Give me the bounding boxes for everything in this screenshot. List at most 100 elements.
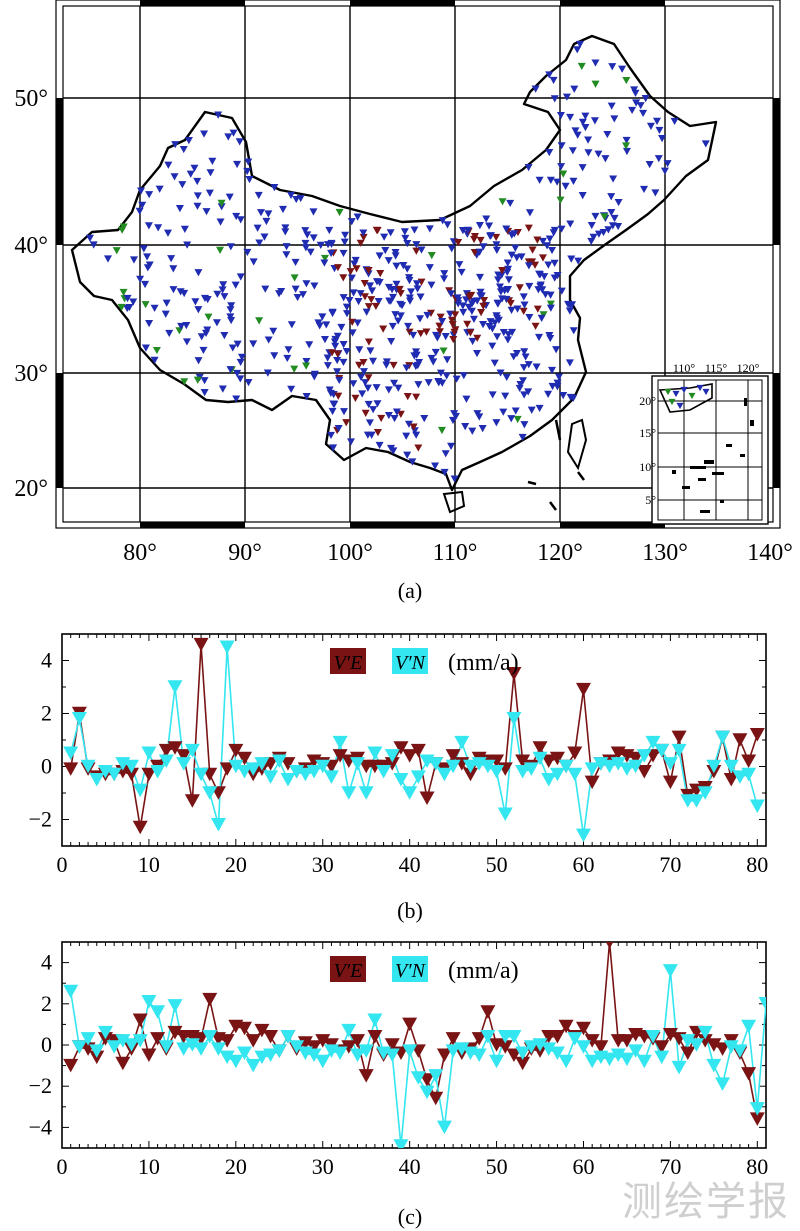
station-marker (412, 348, 421, 356)
station-marker (345, 297, 354, 305)
series-east-point (471, 1032, 487, 1046)
series-north-point (749, 1102, 765, 1116)
station-marker (237, 353, 246, 361)
station-marker (493, 300, 502, 308)
station-marker (358, 390, 367, 398)
station-marker (329, 444, 338, 452)
series-north-point (558, 759, 574, 774)
lon-tick-label: 120° (537, 540, 583, 566)
station-marker (217, 199, 226, 207)
series-north-point (184, 743, 200, 758)
series-north-point (506, 1030, 522, 1044)
station-marker (165, 329, 174, 338)
station-marker (553, 272, 562, 280)
station-marker (333, 350, 342, 358)
station-marker (538, 237, 547, 246)
series-north-point (723, 759, 739, 774)
y-tick-label: 0 (41, 1032, 52, 1057)
series-north-point (315, 759, 331, 774)
station-marker (413, 285, 422, 293)
x-tick-label: 40 (399, 1154, 421, 1179)
station-marker (450, 475, 459, 483)
series-north-point (350, 1048, 366, 1063)
station-marker (524, 224, 533, 232)
station-marker (235, 138, 244, 146)
station-marker (450, 328, 459, 336)
station-marker (545, 235, 554, 243)
station-marker (292, 195, 301, 204)
station-marker (359, 233, 368, 242)
station-marker (587, 221, 596, 230)
series-east-point (532, 741, 548, 755)
station-marker (231, 281, 240, 289)
station-marker (278, 205, 287, 214)
station-marker (364, 303, 373, 311)
station-marker (262, 217, 271, 226)
station-marker (318, 313, 327, 321)
station-marker (448, 416, 457, 425)
station-marker (436, 313, 445, 321)
station-marker (361, 409, 370, 417)
station-marker (342, 419, 351, 427)
series-north-point (323, 770, 339, 784)
station-marker (193, 376, 202, 384)
station-marker (506, 199, 515, 208)
station-marker (162, 299, 171, 307)
series-east-point (680, 1046, 696, 1060)
station-marker (176, 288, 185, 296)
series-east-point (462, 767, 478, 782)
series-east-point (219, 1034, 235, 1048)
series-north-point (497, 807, 513, 821)
station-marker (316, 241, 325, 249)
series-north-point (749, 799, 765, 813)
station-marker (469, 315, 478, 323)
station-marker (391, 311, 400, 319)
station-marker (89, 241, 98, 249)
series-north-point (654, 1050, 670, 1065)
station-marker (381, 246, 390, 255)
series-east-point (506, 1048, 522, 1063)
series-north-point (393, 1139, 409, 1148)
station-marker (396, 410, 405, 418)
station-marker (443, 221, 452, 229)
station-marker (270, 352, 279, 360)
station-marker (475, 222, 484, 230)
series-north-point (610, 1048, 626, 1063)
series-east-point (549, 1030, 565, 1044)
series-north-point (602, 1052, 618, 1067)
legend-label-east: V′E (334, 652, 363, 674)
series-north-point (341, 1023, 357, 1038)
series-east-point (654, 1040, 670, 1054)
station-marker (412, 247, 421, 255)
station-marker (565, 359, 574, 367)
station-marker (601, 155, 610, 163)
series-east-point (749, 727, 765, 742)
station-marker (167, 255, 176, 263)
series-north-point (567, 1032, 583, 1046)
station-marker (366, 282, 375, 290)
station-marker (553, 383, 562, 391)
series-north-point (680, 1034, 696, 1048)
station-marker (414, 444, 423, 452)
series-north-point (141, 994, 157, 1009)
station-marker (412, 431, 421, 439)
station-marker (618, 65, 627, 73)
station-marker (326, 431, 335, 440)
station-marker (636, 102, 645, 110)
x-tick-label: 0 (57, 852, 68, 877)
station-marker (557, 142, 566, 150)
station-marker (200, 130, 209, 138)
series-east-point (636, 765, 652, 779)
station-marker (206, 169, 215, 177)
station-marker (372, 384, 381, 392)
station-marker (293, 293, 302, 302)
series-north-point (289, 1040, 305, 1054)
series-north-point (610, 757, 626, 771)
station-marker (356, 239, 365, 247)
station-marker (327, 249, 336, 258)
series-north-point (697, 786, 713, 800)
lon-tick-label: 140° (747, 540, 793, 566)
station-marker (672, 390, 680, 398)
station-marker (410, 226, 419, 234)
series-east-point (549, 751, 565, 766)
